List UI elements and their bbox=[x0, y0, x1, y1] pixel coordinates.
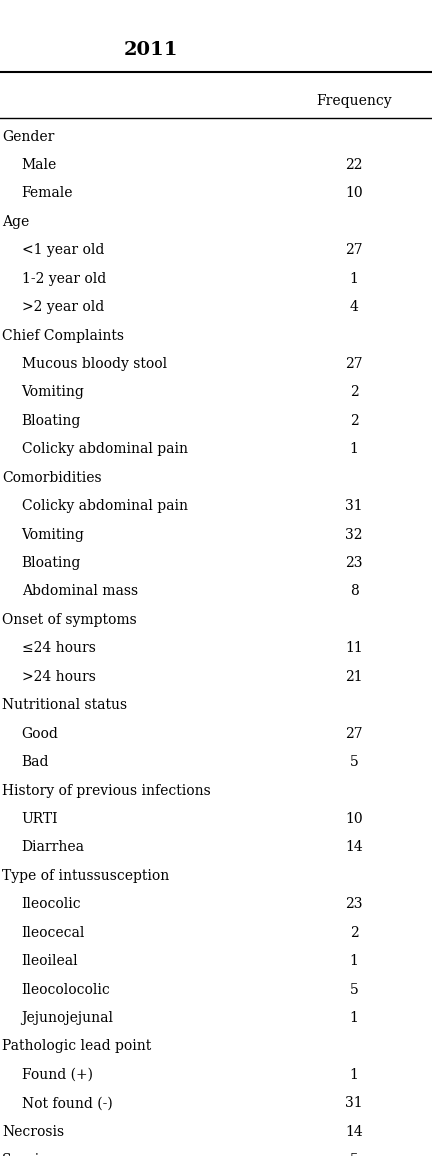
Text: 1-2 year old: 1-2 year old bbox=[22, 272, 106, 286]
Text: 1: 1 bbox=[350, 1012, 359, 1025]
Text: 27: 27 bbox=[346, 727, 363, 741]
Text: 23: 23 bbox=[346, 897, 363, 911]
Text: Chief Complaints: Chief Complaints bbox=[2, 328, 124, 342]
Text: Ileoileal: Ileoileal bbox=[22, 954, 78, 968]
Text: Comorbidities: Comorbidities bbox=[2, 470, 102, 484]
Text: 2: 2 bbox=[350, 385, 359, 400]
Text: 27: 27 bbox=[346, 243, 363, 258]
Text: Bad: Bad bbox=[22, 755, 49, 769]
Text: 1: 1 bbox=[350, 1068, 359, 1082]
Text: ≤24 hours: ≤24 hours bbox=[22, 642, 95, 655]
Text: 31: 31 bbox=[346, 1096, 363, 1110]
Text: 10: 10 bbox=[346, 812, 363, 827]
Text: 8: 8 bbox=[350, 585, 359, 599]
Text: 32: 32 bbox=[346, 527, 363, 542]
Text: 5: 5 bbox=[350, 1154, 359, 1156]
Text: 1: 1 bbox=[350, 443, 359, 457]
Text: Good: Good bbox=[22, 727, 58, 741]
Text: 22: 22 bbox=[346, 158, 363, 172]
Text: 1: 1 bbox=[350, 272, 359, 286]
Text: 5: 5 bbox=[350, 983, 359, 996]
Text: Male: Male bbox=[22, 158, 57, 172]
Text: Not found (-): Not found (-) bbox=[22, 1096, 112, 1110]
Text: URTI: URTI bbox=[22, 812, 58, 827]
Text: <1 year old: <1 year old bbox=[22, 243, 104, 258]
Text: Pathologic lead point: Pathologic lead point bbox=[2, 1039, 151, 1053]
Text: 2: 2 bbox=[350, 414, 359, 428]
Text: 23: 23 bbox=[346, 556, 363, 570]
Text: Colicky abdominal pain: Colicky abdominal pain bbox=[22, 499, 187, 513]
Text: Bloating: Bloating bbox=[22, 414, 81, 428]
Text: Diarrhea: Diarrhea bbox=[22, 840, 85, 854]
Text: Necrosis: Necrosis bbox=[2, 1125, 64, 1139]
Text: History of previous infections: History of previous infections bbox=[2, 784, 211, 798]
Text: Type of intussusception: Type of intussusception bbox=[2, 869, 169, 883]
Text: 10: 10 bbox=[346, 186, 363, 200]
Text: Colicky abdominal pain: Colicky abdominal pain bbox=[22, 443, 187, 457]
Text: Found (+): Found (+) bbox=[22, 1068, 92, 1082]
Text: Abdominal mass: Abdominal mass bbox=[22, 585, 138, 599]
Text: 14: 14 bbox=[345, 840, 363, 854]
Text: Mucous bloody stool: Mucous bloody stool bbox=[22, 357, 167, 371]
Text: 4: 4 bbox=[350, 301, 359, 314]
Text: 14: 14 bbox=[345, 1125, 363, 1139]
Text: 1: 1 bbox=[350, 954, 359, 968]
Text: Onset of symptoms: Onset of symptoms bbox=[2, 613, 137, 627]
Text: 27: 27 bbox=[346, 357, 363, 371]
Text: Age: Age bbox=[2, 215, 29, 229]
Text: Gender: Gender bbox=[2, 129, 54, 143]
Text: >2 year old: >2 year old bbox=[22, 301, 104, 314]
Text: Bloating: Bloating bbox=[22, 556, 81, 570]
Text: 2: 2 bbox=[350, 926, 359, 940]
Text: Nutritional status: Nutritional status bbox=[2, 698, 127, 712]
Text: Jejunojejunal: Jejunojejunal bbox=[22, 1012, 114, 1025]
Text: Female: Female bbox=[22, 186, 73, 200]
Text: 21: 21 bbox=[346, 669, 363, 684]
Text: Vomiting: Vomiting bbox=[22, 527, 85, 542]
Text: Ileocecal: Ileocecal bbox=[22, 926, 85, 940]
Text: Ileocolic: Ileocolic bbox=[22, 897, 81, 911]
Text: 11: 11 bbox=[345, 642, 363, 655]
Text: Ileocolocolic: Ileocolocolic bbox=[22, 983, 110, 996]
Text: 31: 31 bbox=[346, 499, 363, 513]
Text: 5: 5 bbox=[350, 755, 359, 769]
Text: 2011: 2011 bbox=[124, 40, 178, 59]
Text: >24 hours: >24 hours bbox=[22, 669, 95, 684]
Text: Frequency: Frequency bbox=[316, 94, 392, 108]
Text: Sepsis: Sepsis bbox=[2, 1154, 48, 1156]
Text: Vomiting: Vomiting bbox=[22, 385, 85, 400]
